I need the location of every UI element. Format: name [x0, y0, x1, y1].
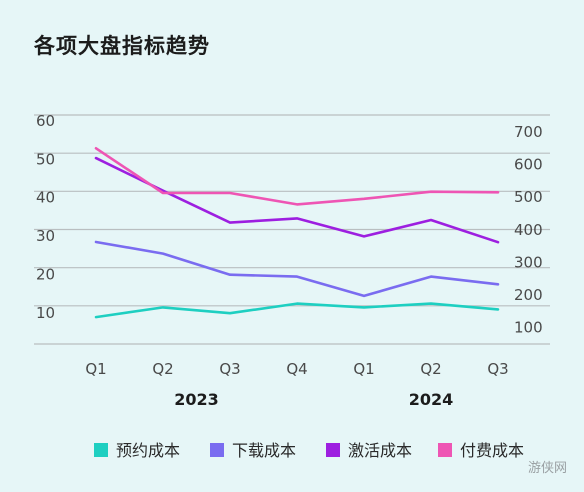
year-label: 2024 [409, 390, 454, 409]
left-tick-label: 20 [36, 266, 55, 284]
right-tick-label: 100 [514, 319, 543, 337]
legend-label: 预约成本 [116, 441, 180, 460]
watermark-text: 游侠网 [528, 461, 567, 476]
right-tick-label: 200 [514, 286, 543, 304]
right-tick-label: 700 [514, 123, 543, 141]
legend-label: 下载成本 [232, 441, 296, 460]
x-tick-label: Q2 [420, 360, 441, 378]
legend-swatch [94, 443, 108, 457]
legend: 预约成本 下载成本 激活成本 付费成本 [94, 441, 524, 460]
legend-swatch [438, 443, 452, 457]
series-line [94, 147, 500, 206]
x-tick-label: Q4 [286, 360, 307, 378]
left-tick-label: 40 [36, 189, 55, 207]
legend-label: 激活成本 [348, 441, 412, 460]
grid-lines [34, 114, 550, 345]
right-tick-label: 300 [514, 253, 543, 271]
x-tick-label: Q1 [353, 360, 374, 378]
series-lines [94, 147, 500, 319]
left-axis-ticks: 10 20 30 40 50 60 [36, 112, 55, 322]
legend-label: 付费成本 [460, 441, 524, 460]
chart-title: 各项大盘指标趋势 [34, 34, 210, 58]
x-axis-ticks: Q1 Q2 Q3 Q4 Q1 Q2 Q3 [85, 360, 508, 378]
legend-swatch [326, 443, 340, 457]
right-tick-label: 600 [514, 156, 543, 174]
x-tick-label: Q1 [85, 360, 106, 378]
legend-swatch [210, 443, 224, 457]
series-line [94, 240, 500, 298]
year-label: 2023 [174, 390, 219, 409]
series-line [94, 156, 500, 244]
x-tick-label: Q3 [487, 360, 508, 378]
left-tick-label: 50 [36, 150, 55, 168]
x-tick-label: Q3 [219, 360, 240, 378]
series-line [94, 302, 500, 319]
x-tick-label: Q2 [152, 360, 173, 378]
year-labels: 2023 2024 [174, 390, 453, 409]
right-tick-label: 400 [514, 221, 543, 239]
right-axis-ticks: 100 200 300 400 500 600 700 [514, 123, 543, 337]
right-tick-label: 500 [514, 188, 543, 206]
left-tick-label: 30 [36, 227, 55, 245]
left-tick-label: 60 [36, 112, 55, 130]
left-tick-label: 10 [36, 304, 55, 322]
